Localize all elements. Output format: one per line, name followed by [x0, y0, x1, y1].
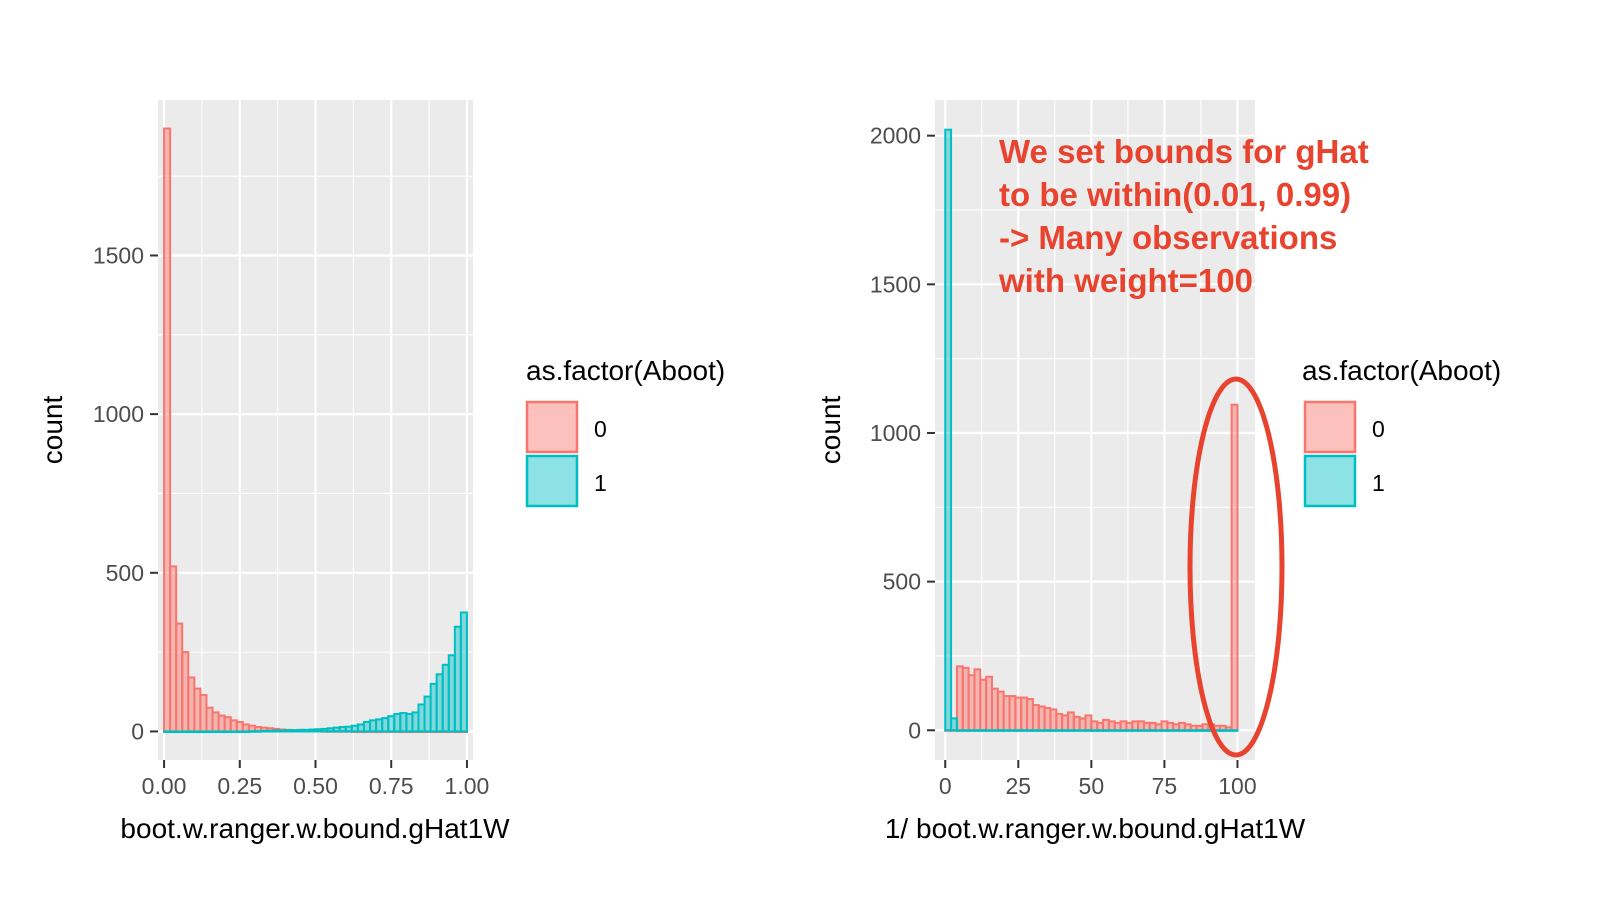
- right-legend: as.factor(Aboot) 0 1: [1302, 355, 1501, 508]
- right-histogram: 0 500 1000 1500 2000 0 25 50 75 100 1/ boot.w.ra…: [815, 100, 1501, 844]
- right-bar-series-0: [1230, 403, 1239, 732]
- left-x-ticks: 0.00 0.25 0.50 0.75 1.00: [142, 760, 490, 799]
- left-y-tick-label: 0: [131, 718, 144, 744]
- right-bars: [944, 128, 1239, 732]
- right-legend-label-0: 0: [1372, 416, 1385, 442]
- left-y-axis-title: count: [37, 396, 68, 465]
- right-y-tick-label: 1500: [870, 271, 921, 297]
- right-x-tick-label: 50: [1079, 773, 1105, 799]
- right-legend-label-1: 1: [1372, 470, 1385, 496]
- annotation: We set bounds for gHat to be within(0.01…: [998, 133, 1369, 299]
- annotation-line-2: to be within(0.01, 0.99): [999, 176, 1351, 213]
- right-bar-series-1: [1230, 729, 1239, 732]
- left-y-tick-label: 500: [106, 560, 144, 586]
- right-legend-title: as.factor(Aboot): [1302, 355, 1501, 386]
- right-legend-key-1: [1303, 454, 1357, 508]
- right-x-tick-label: 100: [1218, 773, 1256, 799]
- right-y-tick-label: 0: [908, 717, 921, 743]
- right-x-ticks: 0 25 50 75 100: [939, 760, 1257, 799]
- annotation-line-4: with weight=100: [998, 262, 1253, 299]
- left-y-ticks: 0 500 1000 1500: [93, 242, 158, 744]
- left-x-tick-label: 0.50: [293, 773, 338, 799]
- right-y-ticks: 0 500 1000 1500 2000: [870, 123, 935, 743]
- right-x-tick-label: 25: [1005, 773, 1031, 799]
- right-bar-series-1: [950, 717, 958, 732]
- right-x-axis-title: 1/ boot.w.ranger.w.bound.gHat1W: [885, 813, 1306, 844]
- right-x-tick-label: 0: [939, 773, 952, 799]
- left-legend: as.factor(Aboot) 0 1: [525, 355, 725, 508]
- left-bar-series-1: [459, 611, 468, 733]
- annotation-line-3: -> Many observations: [999, 219, 1337, 256]
- left-x-axis-title: boot.w.ranger.w.bound.gHat1W: [120, 813, 510, 844]
- left-y-tick-label: 1000: [93, 401, 144, 427]
- left-x-tick-label: 1.00: [445, 773, 490, 799]
- highlight-ellipse: [1187, 376, 1285, 758]
- right-y-tick-label: 2000: [870, 123, 921, 149]
- right-y-axis-title: count: [815, 396, 846, 465]
- left-legend-label-0: 0: [594, 416, 607, 442]
- right-y-tick-label: 1000: [870, 420, 921, 446]
- right-legend-key-0: [1303, 400, 1357, 454]
- left-legend-key-1: [525, 454, 579, 508]
- left-y-tick-label: 1500: [93, 242, 144, 268]
- left-histogram: 0 500 1000 1500 0.00 0.25 0.50 0.75 1.00 boot.w…: [37, 100, 725, 844]
- left-bars: [163, 127, 468, 734]
- left-x-tick-label: 0.25: [217, 773, 262, 799]
- right-bar-series-1: [944, 128, 953, 732]
- left-legend-label-1: 1: [594, 470, 607, 496]
- annotation-line-1: We set bounds for gHat: [999, 133, 1369, 170]
- right-x-tick-label: 75: [1152, 773, 1178, 799]
- left-x-tick-label: 0.00: [142, 773, 187, 799]
- right-y-tick-label: 500: [883, 569, 921, 595]
- left-legend-key-0: [525, 400, 579, 454]
- left-legend-title: as.factor(Aboot): [526, 355, 725, 386]
- left-x-tick-label: 0.75: [369, 773, 414, 799]
